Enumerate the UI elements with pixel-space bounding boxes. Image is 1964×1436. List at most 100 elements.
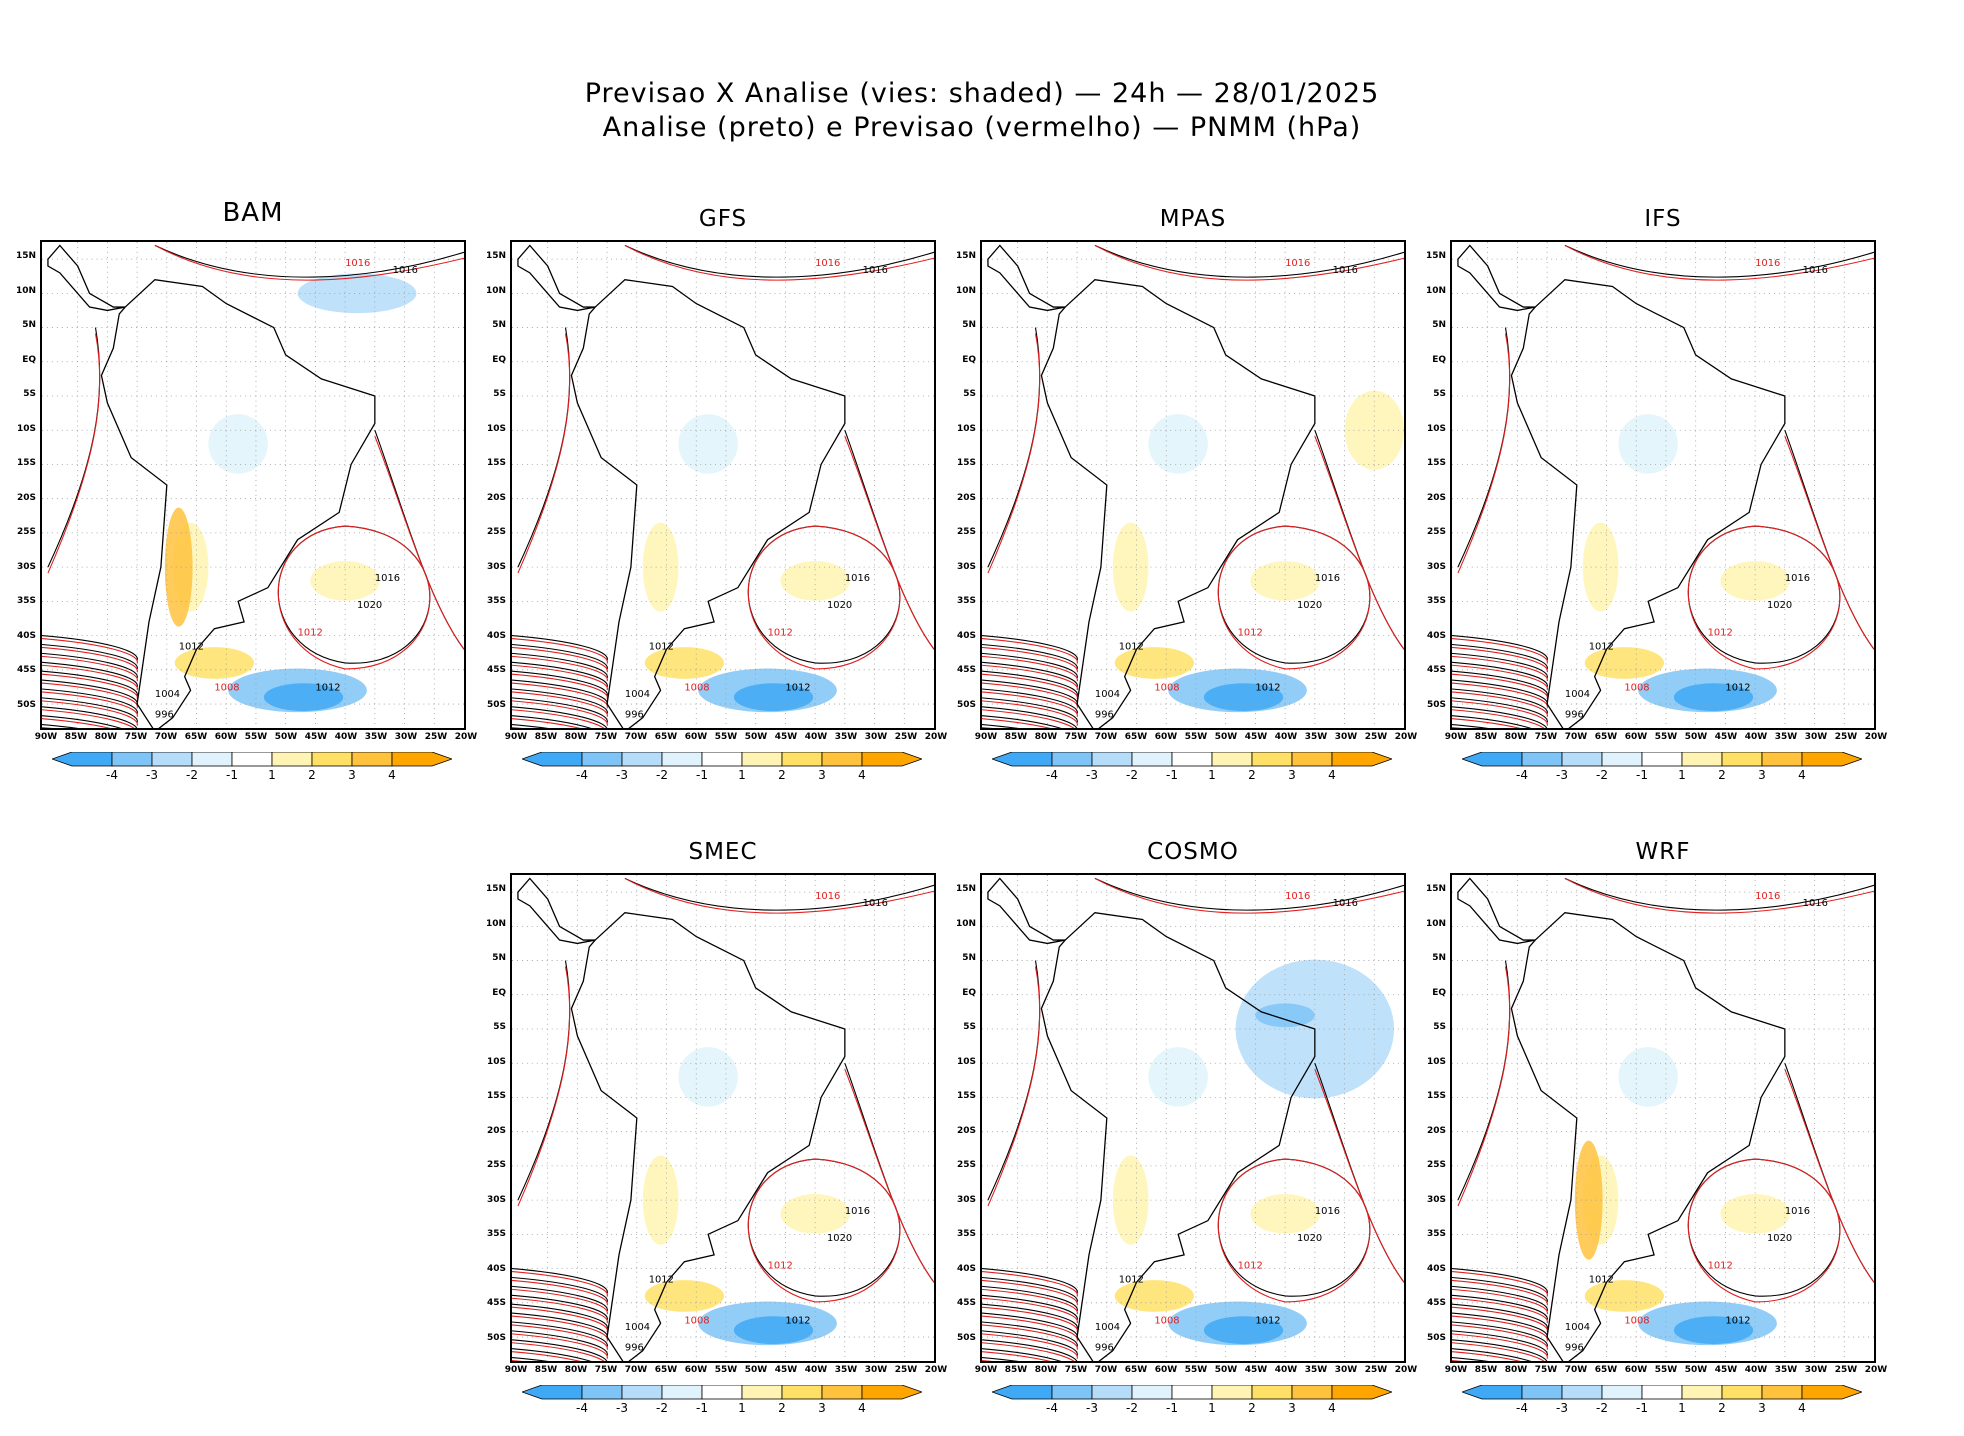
colorbar-swatch bbox=[781, 1385, 823, 1400]
analysis-isobar bbox=[42, 679, 138, 706]
lat-tick-label: 20S bbox=[956, 492, 976, 503]
analysis-isobar bbox=[1452, 688, 1548, 714]
colorbar-swatch bbox=[1291, 752, 1333, 767]
graticule bbox=[982, 242, 1404, 728]
lat-tick-label: 5S bbox=[493, 1022, 506, 1033]
analysis-isobar bbox=[844, 430, 934, 650]
positive-bias-area bbox=[1112, 1155, 1149, 1245]
contour-label: 1016 bbox=[845, 1206, 870, 1217]
negative-bias-area bbox=[678, 414, 738, 474]
forecast-isobar bbox=[277, 525, 431, 670]
colorbar-swatch bbox=[1462, 752, 1523, 767]
contour-label: 1004 bbox=[625, 689, 650, 700]
graticule bbox=[512, 242, 934, 728]
negative-bias-area bbox=[1203, 1316, 1284, 1345]
lat-tick-label: 50S bbox=[1426, 699, 1446, 710]
analysis-isobar bbox=[512, 635, 608, 661]
lat-tick-label: 10S bbox=[486, 423, 506, 434]
lon-tick-label: 80W bbox=[1034, 732, 1058, 742]
contour-label: 1012 bbox=[785, 682, 810, 693]
lat-tick-label: 25S bbox=[1426, 1160, 1446, 1171]
contour-label: 996 bbox=[1565, 710, 1584, 721]
colorbar-label: 2 bbox=[1248, 1401, 1256, 1415]
analysis-isobar bbox=[42, 652, 138, 679]
forecast-isobar bbox=[512, 673, 608, 700]
lat-tick-label: 45S bbox=[16, 665, 36, 676]
lat-tick-label: 20S bbox=[486, 1125, 506, 1136]
lon-tick-label: 90W bbox=[504, 732, 528, 742]
forecast-isobar bbox=[1784, 435, 1874, 650]
colorbar-swatch bbox=[1801, 1385, 1862, 1400]
lat-tick-label: 5S bbox=[493, 389, 506, 400]
contour-label: 996 bbox=[155, 710, 174, 721]
colorbar-label: 3 bbox=[1288, 1401, 1296, 1415]
bias-shading bbox=[1112, 390, 1404, 713]
analysis-isobar bbox=[982, 715, 1062, 728]
forecast-isobar bbox=[512, 655, 608, 682]
forecast-isobar bbox=[1452, 1297, 1548, 1324]
lon-tick-label: 50W bbox=[744, 732, 768, 742]
analysis-isobar bbox=[1452, 635, 1548, 661]
forecast-isobar bbox=[374, 435, 464, 650]
lon-tick-label: 80W bbox=[1034, 1365, 1058, 1375]
lat-tick-label: 15N bbox=[955, 884, 976, 895]
bias-shading bbox=[1574, 1047, 1790, 1346]
colorbar-label: -1 bbox=[1166, 768, 1178, 782]
lat-tick-label: 10N bbox=[955, 285, 976, 296]
isobars bbox=[1452, 244, 1874, 728]
contour-label: 1020 bbox=[1297, 1233, 1322, 1244]
contour-label: 1016 bbox=[345, 258, 370, 269]
colorbar-smec bbox=[522, 1385, 922, 1400]
colorbar-ifs bbox=[1462, 752, 1862, 767]
lon-tick-label: 35W bbox=[364, 732, 388, 742]
contour-label: 1020 bbox=[827, 1233, 852, 1244]
forecast-isobar bbox=[42, 682, 138, 709]
bias-shading bbox=[642, 1047, 850, 1346]
lat-tick-label: 10N bbox=[1425, 918, 1446, 929]
forecast-isobar bbox=[512, 1315, 608, 1342]
colorbar-label: 1 bbox=[1678, 768, 1686, 782]
analysis-isobar bbox=[42, 635, 138, 661]
lat-tick-label: 30S bbox=[1426, 1194, 1446, 1205]
bias-shading bbox=[1582, 414, 1790, 713]
lat-tick-label: 15S bbox=[956, 458, 976, 469]
forecast-isobar bbox=[512, 682, 608, 709]
forecast-isobar bbox=[42, 700, 138, 726]
contour-label: 1012 bbox=[1119, 641, 1144, 652]
lat-tick-label: 15N bbox=[1425, 251, 1446, 262]
lon-tick-label: 90W bbox=[504, 1365, 528, 1375]
coastline bbox=[517, 877, 846, 1361]
analysis-isobar bbox=[1452, 661, 1548, 688]
forecast-isobar bbox=[982, 638, 1078, 664]
lon-tick-label: 65W bbox=[654, 732, 678, 742]
contour-label: 1008 bbox=[1624, 682, 1649, 693]
lat-tick-label: 30S bbox=[486, 561, 506, 572]
analysis-isobar bbox=[1452, 1348, 1532, 1361]
map-ifs: 1012 1012 1016 1020 1012 1008 1004 996 1016 1016 bbox=[1450, 240, 1876, 730]
lon-tick-label: 60W bbox=[1624, 732, 1648, 742]
forecast-isobar bbox=[512, 638, 608, 664]
graticule bbox=[982, 875, 1404, 1361]
lat-tick-label: 10N bbox=[1425, 285, 1446, 296]
colorbar-swatch bbox=[1641, 1385, 1683, 1400]
forecast-isobar bbox=[982, 718, 1051, 728]
forecast-isobar bbox=[1094, 877, 1404, 914]
forecast-isobar bbox=[1687, 525, 1841, 670]
lon-tick-label: 55W bbox=[1184, 1365, 1208, 1375]
lon-tick-label: 25W bbox=[424, 732, 448, 742]
analysis-isobar bbox=[982, 635, 1078, 661]
lon-tick-label: 55W bbox=[714, 1365, 738, 1375]
lat-tick-label: 25S bbox=[956, 527, 976, 538]
colorbar-label: -4 bbox=[1516, 1401, 1528, 1415]
colorbar-swatch bbox=[1091, 752, 1133, 767]
forecast-isobar bbox=[1452, 1306, 1548, 1333]
map-canvas: 1012 1012 1016 1020 1012 1008 1004 996 1016 1016 bbox=[512, 875, 934, 1361]
negative-bias-area bbox=[733, 683, 814, 712]
positive-bias-area bbox=[780, 1193, 850, 1234]
positive-bias-area bbox=[164, 507, 193, 627]
analysis-isobar bbox=[512, 1294, 608, 1321]
lat-tick-label: EQ bbox=[962, 354, 976, 365]
analysis-isobar bbox=[512, 706, 608, 728]
forecast-isobar bbox=[1457, 333, 1511, 574]
forecast-isobar bbox=[982, 1271, 1078, 1297]
